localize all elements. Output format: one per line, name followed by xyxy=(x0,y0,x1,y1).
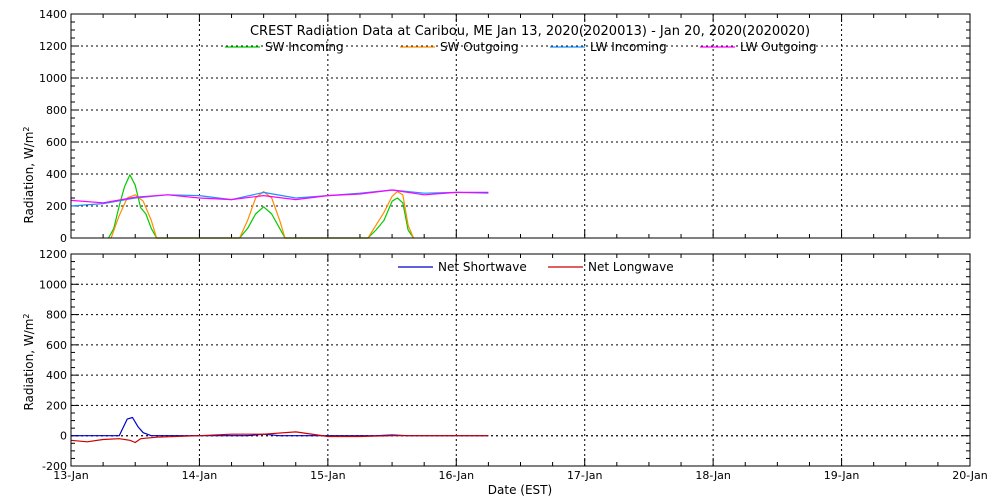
y-tick-label: 1200 xyxy=(39,40,67,53)
x-tick-label: 14-Jan xyxy=(182,469,218,482)
y-tick-label: 800 xyxy=(46,309,67,322)
x-tick-label: 17-Jan xyxy=(567,469,603,482)
chart-title: CREST Radiation Data at Caribou, ME Jan … xyxy=(250,24,810,39)
y-tick-label: 400 xyxy=(46,168,67,181)
y-tick-label: 200 xyxy=(46,200,67,213)
y-tick-label: 1400 xyxy=(39,8,67,21)
x-tick-label: 20-Jan xyxy=(952,469,988,482)
y-tick-label: 800 xyxy=(46,104,67,117)
y-tick-label: 1000 xyxy=(39,278,67,291)
plot-frame xyxy=(70,253,971,467)
legend-label-net-longwave: Net Longwave xyxy=(588,260,674,274)
y-tick-label: 200 xyxy=(46,399,67,412)
y-tick-label: 400 xyxy=(46,369,67,382)
y-tick-label: 600 xyxy=(46,339,67,352)
plot-frame xyxy=(70,13,971,239)
series-line-sw-incoming xyxy=(107,174,414,239)
x-tick-label: 16-Jan xyxy=(439,469,475,482)
bottom-y-axis-label: Radiation, W/m2 xyxy=(22,313,37,410)
x-tick-label: 19-Jan xyxy=(824,469,860,482)
series-line-lw-outgoing xyxy=(70,189,489,204)
x-axis-label: Date (EST) xyxy=(488,483,552,497)
legend-label-net-shortwave: Net Shortwave xyxy=(438,260,527,274)
y-tick-label: 0 xyxy=(60,430,67,443)
y-tick-label: 0 xyxy=(60,232,67,245)
x-tick-label: 13-Jan xyxy=(53,469,89,482)
series-line-net-longwave xyxy=(70,431,489,444)
x-tick-label: 15-Jan xyxy=(310,469,346,482)
series-line-net-shortwave xyxy=(71,416,489,437)
y-tick-label: 1000 xyxy=(39,72,67,85)
y-tick-label: 1200 xyxy=(39,248,67,261)
series-line-lw-incoming xyxy=(70,189,489,207)
top-y-axis-label: Radiation, W/m2 xyxy=(22,126,37,223)
legend-label-lw-outgoing: LW Outgoing xyxy=(740,40,817,54)
y-tick-label: 600 xyxy=(46,136,67,149)
legend-label-sw-outgoing: SW Outgoing xyxy=(440,40,519,54)
y-tick-label: -200 xyxy=(42,460,67,473)
x-tick-label: 18-Jan xyxy=(695,469,731,482)
legend-label-lw-incoming: LW Incoming xyxy=(590,40,667,54)
series-line-sw-outgoing xyxy=(110,191,415,239)
legend-label-sw-incoming: SW Incoming xyxy=(265,40,344,54)
